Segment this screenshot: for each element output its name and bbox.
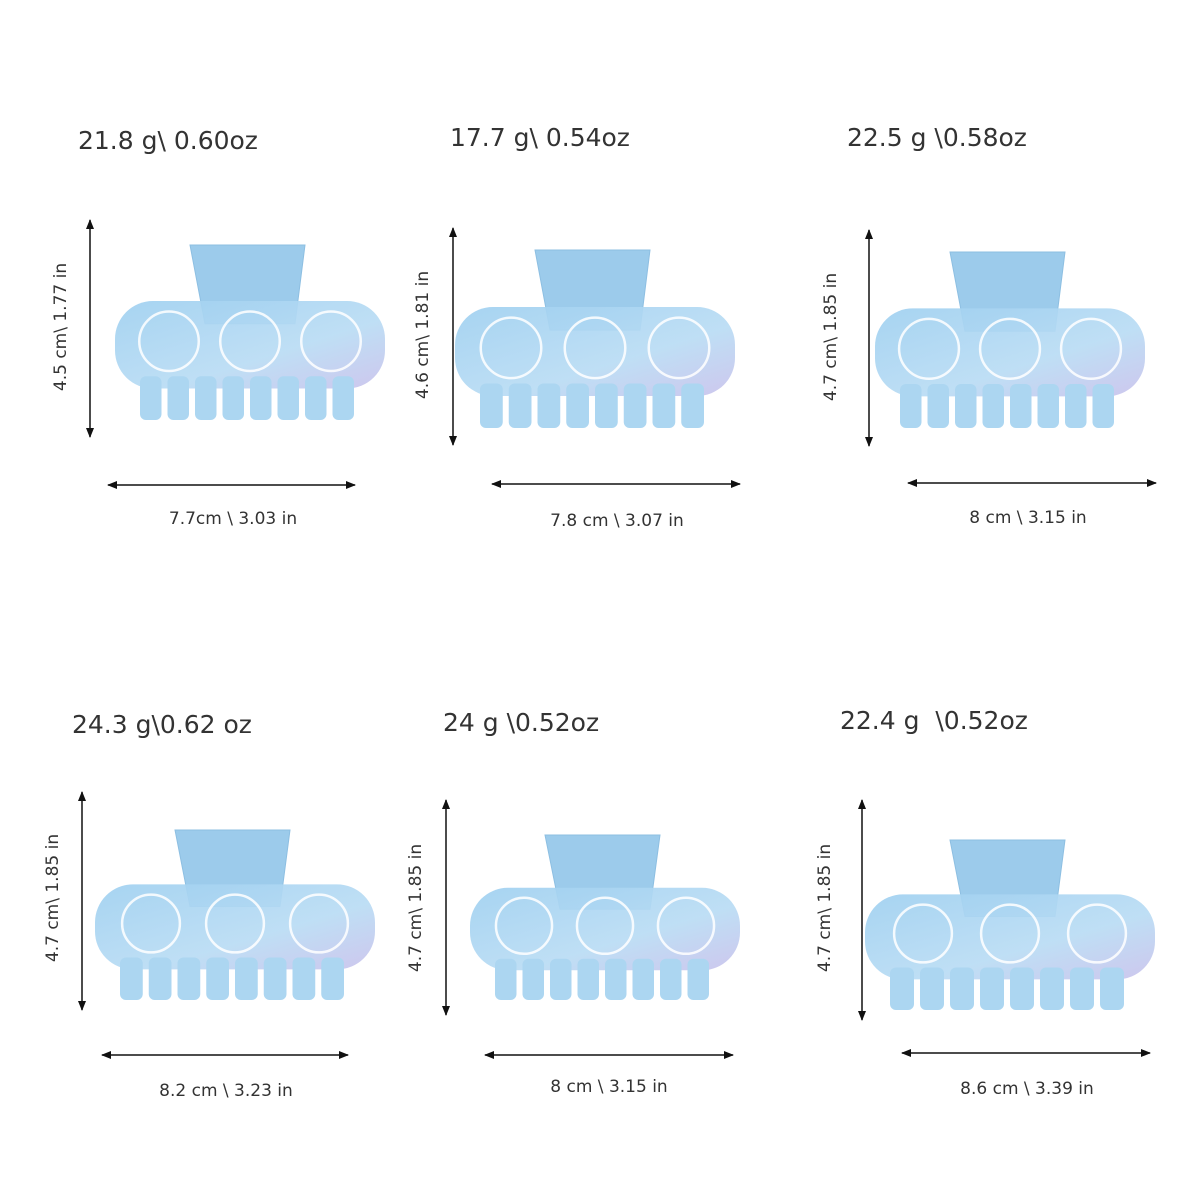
height-label: 4.7 cm\ 1.85 in [821,273,841,401]
height-label: 4.7 cm\ 1.85 in [43,834,63,962]
claw-clip-tooth [222,376,244,420]
claw-clip-tooth [1092,384,1114,428]
claw-clip-tooth [577,958,599,1000]
claw-clip-tooth [982,384,1004,428]
claw-clip-motif [219,310,281,373]
claw-clip-motif [979,903,1041,964]
product-item: 22.4 g \0.52oz 4.7 cm\ 1.85 in 8.6 cm \ 3.… [815,706,1155,1099]
claw-clip-tooth [980,967,1004,1010]
width-label: 8.2 cm \ 3.23 in [159,1081,293,1101]
product-item: 22.5 g \0.58oz 4.7 cm\ 1.85 in 8 cm \ 3.15… [821,123,1157,528]
claw-clip-tooth [681,383,704,428]
claw-clip-tooth [148,957,172,1000]
claw-clip-tooth [1070,967,1094,1010]
claw-clip-tooth [632,958,654,1000]
claw-clip-motif [1066,903,1128,964]
claw-clip-motif [897,317,961,380]
height-label: 4.7 cm\ 1.85 in [815,844,835,972]
claw-clip-tooth [508,383,532,428]
claw-clip-tooth [950,967,974,1010]
height-label: 4.6 cm\ 1.81 in [413,271,433,399]
claw-clip-tooth [566,383,589,428]
claw-clip-tooth [250,376,272,420]
height-label: 4.7 cm\ 1.85 in [406,844,426,972]
claw-clip-tooth [235,957,258,1000]
width-label: 7.8 cm \ 3.07 in [550,511,684,531]
weight-label: 24 g \0.52oz [443,708,599,737]
claw-clip-tooth [206,957,229,1000]
product-item: 24.3 g\0.62 oz 4.7 cm\ 1.85 in 8.2 cm \ 3.… [43,710,375,1101]
weight-label: 24.3 g\0.62 oz [72,710,252,739]
claw-clip-motif [563,316,627,380]
weight-label: 22.4 g \0.52oz [840,706,1028,735]
claw-clip-motif [204,893,266,954]
claw-clip-tooth [1100,967,1124,1010]
claw-clip-tooth [652,383,676,428]
width-label: 8 cm \ 3.15 in [969,508,1086,528]
claw-clip-tooth [890,967,914,1010]
claw-clip-tooth [263,957,287,1000]
weight-label: 22.5 g \0.58oz [847,123,1027,152]
claw-clip-tooth [920,967,944,1010]
width-label: 8.6 cm \ 3.39 in [960,1079,1094,1099]
claw-clip-tooth [605,958,627,1000]
claw-clip-tooth [1040,967,1064,1010]
claw-clip-motif [479,316,543,380]
claw-clip-tooth [495,958,517,1000]
claw-clip-tooth [687,958,709,1000]
claw-clip-tooth [927,384,949,428]
claw-clip-motif [575,896,635,956]
claw-clip-tooth [1010,967,1034,1010]
claw-clip-tooth [120,957,143,1000]
claw-clip-tooth [537,383,561,428]
width-label: 8 cm \ 3.15 in [550,1077,667,1097]
claw-clip-motif [138,310,200,373]
claw-clip-motif [300,310,362,373]
product-item: 24 g \0.52oz 4.7 cm\ 1.85 in 8 cm \ 3.15 i… [406,708,740,1097]
product-item: 17.7 g\ 0.54oz 4.6 cm\ 1.81 in 7.8 cm \ 3.… [413,123,741,531]
claw-clip-tooth [550,958,572,1000]
claw-clip-motif [647,316,711,380]
claw-clip-tooth [332,376,354,420]
claw-clip-motif [978,317,1042,380]
claw-clip-motif [288,893,350,954]
claw-clip-tooth [1010,384,1032,428]
weight-label: 17.7 g\ 0.54oz [450,123,630,152]
claw-clip-tooth [955,384,977,428]
width-label: 7.7cm \ 3.03 in [169,509,297,529]
claw-clip-motif [120,893,182,954]
claw-clip-motif [1059,317,1123,380]
claw-clip-tooth [595,383,618,428]
claw-clip-tooth [177,957,201,1000]
claw-clip-tooth [140,376,162,420]
claw-clip-motif [656,896,716,956]
claw-clip-motif [892,903,954,964]
product-item: 21.8 g\ 0.60oz 4.5 cm\ 1.77 in 7.7cm \ 3.0… [51,126,385,529]
claw-clip-motif [494,896,554,956]
claw-clip-tooth [1065,384,1087,428]
claw-clip-tooth [480,383,503,428]
claw-clip-tooth [195,376,217,420]
claw-clip-tooth [660,958,682,1000]
claw-clip-tooth [292,957,316,1000]
claw-clip-tooth [623,383,647,428]
claw-clip-tooth [1037,384,1059,428]
claw-clip-tooth [305,376,327,420]
claw-clip-tooth [900,384,922,428]
claw-clip-tooth [321,957,344,1000]
weight-label: 21.8 g\ 0.60oz [78,126,258,155]
claw-clip-tooth [277,376,299,420]
height-label: 4.5 cm\ 1.77 in [51,263,71,391]
claw-clip-tooth [167,376,189,420]
claw-clip-tooth [522,958,544,1000]
